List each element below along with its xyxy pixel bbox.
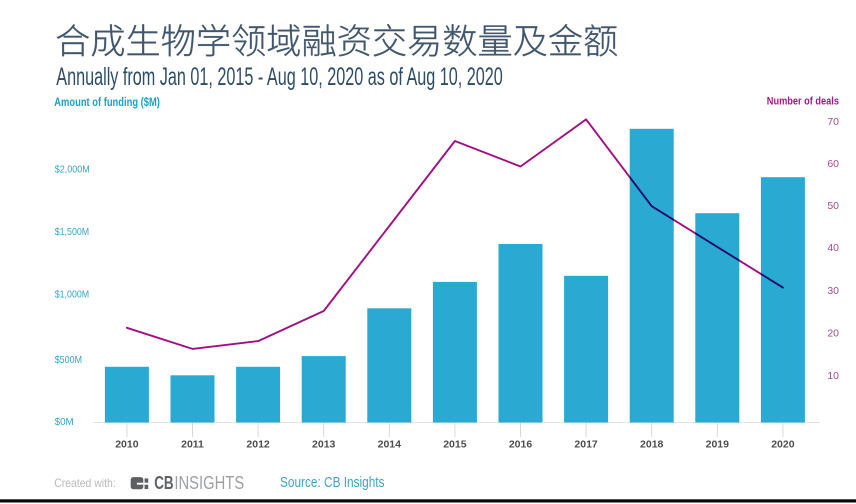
svg-text:70: 70 xyxy=(827,116,839,128)
svg-text:2018: 2018 xyxy=(640,439,664,451)
svg-text:Annually from Jan 01, 2015 - A: Annually from Jan 01, 2015 - Aug 10, 202… xyxy=(56,63,503,91)
svg-text:INSIGHTS: INSIGHTS xyxy=(174,473,244,493)
svg-text:2014: 2014 xyxy=(378,439,402,451)
svg-text:Amount of funding ($M): Amount of funding ($M) xyxy=(54,97,160,109)
svg-text:20: 20 xyxy=(827,328,839,340)
svg-text:10: 10 xyxy=(827,370,839,382)
svg-text:60: 60 xyxy=(827,158,839,170)
svg-text:30: 30 xyxy=(827,285,839,297)
svg-text:2010: 2010 xyxy=(115,439,139,451)
svg-text:2015: 2015 xyxy=(443,439,467,451)
svg-text:2019: 2019 xyxy=(706,439,730,451)
svg-text:$1,000M: $1,000M xyxy=(55,290,89,301)
svg-text:$2,000M: $2,000M xyxy=(55,165,90,176)
svg-text:2011: 2011 xyxy=(181,439,204,451)
svg-text:Source: CB Insights: Source: CB Insights xyxy=(280,475,385,491)
svg-text:Created with:: Created with: xyxy=(54,476,115,490)
svg-text:$500M: $500M xyxy=(55,355,82,366)
svg-text:2016: 2016 xyxy=(509,439,533,451)
svg-text:2020: 2020 xyxy=(771,439,795,451)
svg-text:40: 40 xyxy=(827,242,839,254)
svg-text:$1,500M: $1,500M xyxy=(55,227,89,238)
svg-text:50: 50 xyxy=(827,200,839,212)
svg-text:2013: 2013 xyxy=(312,439,336,451)
svg-text:CB: CB xyxy=(154,473,173,493)
svg-text:$0M: $0M xyxy=(55,417,74,428)
svg-text:Number of deals: Number of deals xyxy=(767,96,839,108)
svg-text:2012: 2012 xyxy=(246,439,270,451)
svg-text:2017: 2017 xyxy=(574,439,598,451)
